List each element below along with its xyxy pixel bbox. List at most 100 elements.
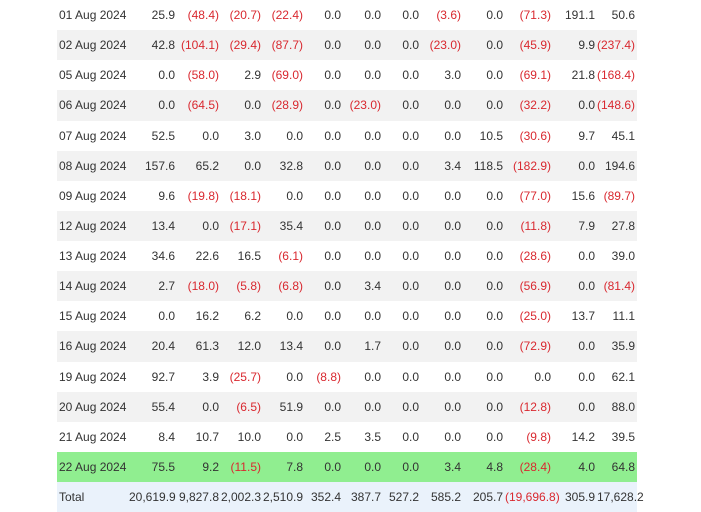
value-cell: 0.0 [383,241,421,272]
value-cell: 0.0 [553,331,597,362]
value-cell: 0.0 [383,451,421,482]
date-cell: 06 Aug 2024 [57,90,129,121]
table-row: 14 Aug 2024 2.7 (18.0) (5.8) (6.8) 0.0 3.4 0.0 0… [57,271,637,302]
value-cell: 2.9 [221,60,263,91]
value-cell: 13.4 [129,210,177,241]
value-cell: 0.0 [383,120,421,151]
value-cell: 0.0 [383,30,421,61]
value-cell: 0.0 [383,421,421,452]
value-cell: 0.0 [129,301,177,332]
table-row: 20 Aug 2024 55.4 0.0 (6.5) 51.9 0.0 0.0 0.0 0.0 0… [57,391,637,422]
value-cell: 0.0 [343,210,383,241]
date-cell: 09 Aug 2024 [57,180,129,211]
value-cell: 0.0 [221,150,263,181]
date-cell: 01 Aug 2024 [57,0,129,31]
date-cell: 13 Aug 2024 [57,241,129,272]
value-cell: 0.0 [343,30,383,61]
value-cell: (64.5) [177,90,221,121]
value-cell: 20,619.9 [129,482,177,512]
value-cell: (12.8) [505,391,553,422]
table-row: 21 Aug 2024 8.4 10.7 10.0 0.0 2.5 3.5 0.0 0.0 0.0… [57,421,637,452]
value-cell: 52.5 [129,120,177,151]
value-cell: 0.0 [383,271,421,302]
value-cell: 0.0 [263,361,305,392]
value-cell: 0.0 [305,271,343,302]
value-cell: 0.0 [383,150,421,181]
value-cell: (6.1) [263,241,305,272]
value-cell: 0.0 [383,361,421,392]
value-cell: 0.0 [305,210,343,241]
value-cell: 2.7 [129,271,177,302]
value-cell: 0.0 [263,120,305,151]
value-cell: 0.0 [383,210,421,241]
value-cell: 0.0 [305,241,343,272]
value-cell: 65.2 [177,150,221,181]
value-cell: 0.0 [305,30,343,61]
value-cell: (6.5) [221,391,263,422]
value-cell: (8.8) [305,361,343,392]
value-cell: 0.0 [421,90,463,121]
value-cell: 0.0 [421,331,463,362]
value-cell: 0.0 [263,421,305,452]
value-cell: 0.0 [343,391,383,422]
value-cell: 585.2 [421,482,463,512]
value-cell: 13.7 [553,301,597,332]
value-cell: 0.0 [383,90,421,121]
table-row: 09 Aug 2024 9.6 (19.8) (18.1) 0.0 0.0 0.0 0.0 0.… [57,180,637,211]
value-cell: 157.6 [129,150,177,181]
value-cell: (18.1) [221,180,263,211]
value-cell: 0.0 [553,90,597,121]
value-cell: 12.0 [221,331,263,362]
value-cell: 8.4 [129,421,177,452]
value-cell: (182.9) [505,150,553,181]
value-cell: 27.8 [597,210,637,241]
table-row: 19 Aug 2024 92.7 3.9 (25.7) 0.0 (8.8) 0.0 0.0 0.… [57,361,637,392]
value-cell: 42.8 [129,30,177,61]
value-cell: (11.8) [505,210,553,241]
value-cell: 25.9 [129,0,177,31]
value-cell: 0.0 [463,271,505,302]
total-row: Total 20,619.9 9,827.8 2,002.3 2,510.9 352.4 3… [57,482,644,512]
table-row: 06 Aug 2024 0.0 (64.5) 0.0 (28.9) 0.0 (23.0) 0.… [57,90,637,121]
value-cell: 0.0 [463,0,505,31]
date-cell: 19 Aug 2024 [57,361,129,392]
value-cell: 0.0 [383,0,421,31]
value-cell: 0.0 [421,361,463,392]
value-cell: 11.1 [597,301,637,332]
value-cell: 0.0 [383,60,421,91]
value-cell: 0.0 [463,301,505,332]
value-cell: 0.0 [263,301,305,332]
value-cell: 527.2 [383,482,421,512]
value-cell: 0.0 [553,271,597,302]
value-cell: 0.0 [383,301,421,332]
value-cell: 0.0 [383,180,421,211]
value-cell: 0.0 [421,301,463,332]
value-cell: 0.0 [421,120,463,151]
value-cell: (28.4) [505,451,553,482]
date-cell: 15 Aug 2024 [57,301,129,332]
value-cell: (3.6) [421,0,463,31]
value-cell: 92.7 [129,361,177,392]
value-cell: (237.4) [597,30,637,61]
value-cell: (19,696.8) [505,482,560,512]
value-cell: 0.0 [421,391,463,422]
value-cell: 61.3 [177,331,221,362]
value-cell: (29.4) [221,30,263,61]
value-cell: 0.0 [305,451,343,482]
value-cell: 3.0 [421,60,463,91]
value-cell: 14.2 [553,421,597,452]
date-cell: 22 Aug 2024 [57,451,129,482]
value-cell: 0.0 [553,150,597,181]
date-cell: 05 Aug 2024 [57,60,129,91]
value-cell: 0.0 [383,391,421,422]
value-cell: 6.2 [221,301,263,332]
value-cell: (87.7) [263,30,305,61]
value-cell: (71.3) [505,0,553,31]
table-body: 01 Aug 2024 25.9 (48.4) (20.7) (22.4) 0.0 0.0 0… [57,0,644,512]
value-cell: 0.0 [505,361,553,392]
value-cell: 32.8 [263,150,305,181]
value-cell: 39.0 [597,241,637,272]
table-row: 16 Aug 2024 20.4 61.3 12.0 13.4 0.0 1.7 0.0 0.0 0… [57,331,637,362]
value-cell: 0.0 [421,421,463,452]
table-row: 15 Aug 2024 0.0 16.2 6.2 0.0 0.0 0.0 0.0 0.0 0.0(… [57,301,637,332]
